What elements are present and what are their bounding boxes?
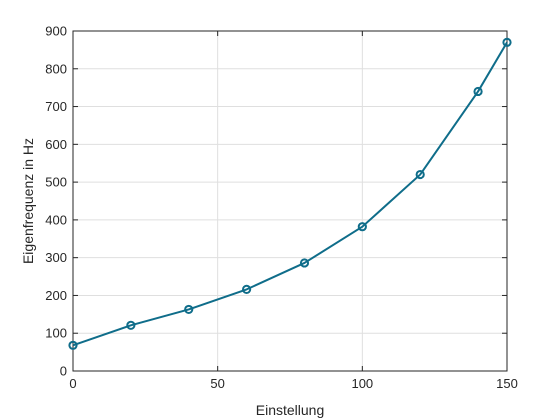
y-tick-label: 900: [45, 24, 67, 39]
data-series: [68, 37, 512, 350]
data-point-marker: [415, 169, 425, 180]
data-point-marker: [242, 284, 252, 294]
y-axis-title: Eigenfrequenz in Hz: [20, 138, 36, 264]
plot-area-frame: [72, 30, 508, 372]
axis-ticks: 0 50 100 150 0 100 200 300 400 500 600 700 800 900: [45, 24, 518, 392]
data-point-marker: [68, 340, 78, 350]
grid: [73, 31, 507, 371]
x-tick-label: 150: [496, 376, 518, 391]
data-point-marker: [299, 258, 310, 268]
y-tick-label: 500: [45, 175, 67, 190]
y-tick-label: 200: [45, 288, 67, 303]
x-tick-label: 0: [69, 376, 76, 391]
x-tick-label: 50: [210, 376, 224, 391]
x-axis-title: Einstellung: [256, 402, 325, 418]
y-tick-label: 100: [45, 326, 67, 341]
series-line: [72, 41, 508, 347]
y-tick-label: 800: [45, 61, 67, 76]
x-tick-label: 100: [351, 376, 373, 391]
data-point-marker: [502, 37, 512, 47]
y-tick-label: 400: [45, 212, 67, 227]
data-point-marker: [184, 304, 194, 315]
data-point-marker: [473, 86, 483, 97]
y-tick-label: 600: [45, 137, 67, 152]
data-point-marker: [126, 320, 136, 330]
data-point-marker: [357, 222, 367, 232]
y-tick-label: 0: [60, 364, 67, 379]
y-tick-label: 700: [45, 99, 67, 114]
y-tick-label: 300: [45, 250, 67, 265]
